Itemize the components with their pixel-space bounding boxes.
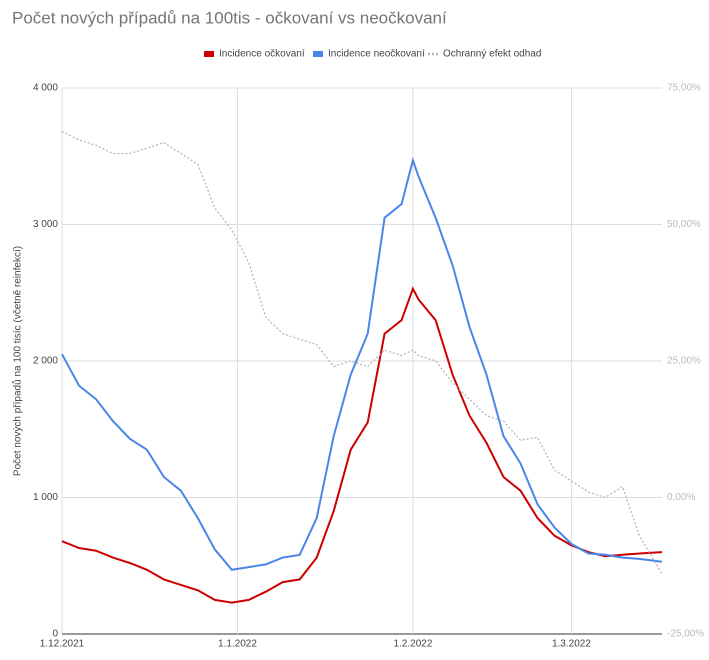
- legend-label: Incidence neočkovaní: [328, 49, 425, 60]
- legend-label: Ochranný efekt odhad: [443, 49, 541, 60]
- series-line: [61, 131, 663, 575]
- y-tick-label: 3 000: [33, 219, 58, 230]
- y2-tick-label: 0,00%: [667, 492, 695, 503]
- y-tick-label: 2 000: [33, 356, 58, 367]
- series-line: [61, 286, 663, 604]
- legend-label: Incidence očkovaní: [219, 49, 305, 60]
- x-tick-label: 1.1.2022: [218, 639, 257, 650]
- y-tick-label: 4 000: [33, 83, 58, 94]
- y-tick-label: 1 000: [33, 492, 58, 503]
- x-tick-label: 1.3.2022: [552, 639, 591, 650]
- y2-tick-label: -25,00%: [667, 629, 704, 640]
- y2-tick-label: 25,00%: [667, 356, 701, 367]
- x-tick-label: 1.2.2022: [393, 639, 432, 650]
- legend-swatch: [313, 51, 323, 57]
- legend-swatch: [204, 51, 214, 57]
- chart-title: Počet nových případů na 100tis - očkovan…: [12, 8, 447, 27]
- y2-tick-label: 50,00%: [667, 219, 701, 230]
- series-line: [61, 156, 663, 571]
- x-tick-label: 1.12.2021: [40, 639, 85, 650]
- y-axis-label: Počet nových případů na 100 tisíc (včetn…: [12, 246, 24, 476]
- y-tick-label: 0: [52, 629, 58, 640]
- y2-tick-label: 75,00%: [667, 83, 701, 94]
